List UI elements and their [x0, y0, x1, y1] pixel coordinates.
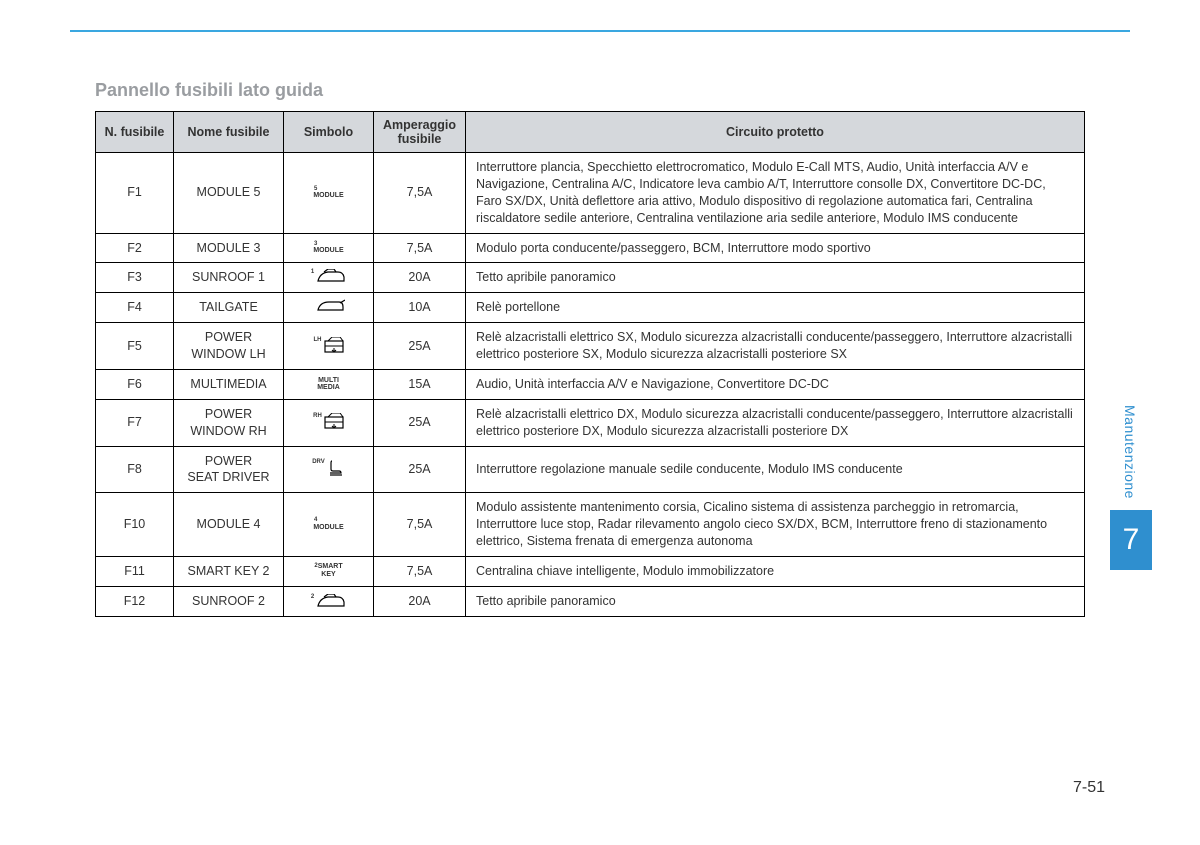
fuse-number-cell: F3 — [96, 263, 174, 293]
table-title: Pannello fusibili lato guida — [95, 80, 1085, 101]
fuse-name-cell: MODULE 4 — [174, 493, 284, 557]
description-cell: Relè alzacristalli elettrico DX, Modulo … — [466, 399, 1085, 446]
fuse-table: N. fusibile Nome fusibile Simbolo Ampera… — [95, 111, 1085, 617]
fuse-number-cell: F4 — [96, 293, 174, 323]
amperage-cell: 25A — [374, 446, 466, 493]
header-fuse-number: N. fusibile — [96, 112, 174, 153]
description-cell: Modulo porta conducente/passeggero, BCM,… — [466, 233, 1085, 263]
amperage-cell: 20A — [374, 263, 466, 293]
symbol-cell: 4MODULE — [284, 493, 374, 557]
header-symbol: Simbolo — [284, 112, 374, 153]
symbol-cell: 2 — [284, 587, 374, 617]
symbol-cell: 1 — [284, 263, 374, 293]
amperage-cell: 25A — [374, 323, 466, 370]
amperage-cell: 7,5A — [374, 153, 466, 234]
table-row: F4TAILGATE 10ARelè portellone — [96, 293, 1085, 323]
fuse-number-cell: F2 — [96, 233, 174, 263]
header-amperage: Amperaggio fusibile — [374, 112, 466, 153]
table-row: F10MODULE 44MODULE7,5AModulo assistente … — [96, 493, 1085, 557]
amperage-cell: 7,5A — [374, 233, 466, 263]
description-cell: Modulo assistente mantenimento corsia, C… — [466, 493, 1085, 557]
fuse-name-cell: POWERWINDOW RH — [174, 399, 284, 446]
description-cell: Tetto apribile panoramico — [466, 263, 1085, 293]
header-circuit: Circuito protetto — [466, 112, 1085, 153]
section-label: Manutenzione — [1122, 405, 1138, 499]
symbol-cell: DRV — [284, 446, 374, 493]
fuse-number-cell: F7 — [96, 399, 174, 446]
fuse-number-cell: F6 — [96, 369, 174, 399]
fuse-name-cell: POWERSEAT DRIVER — [174, 446, 284, 493]
amperage-cell: 20A — [374, 587, 466, 617]
amperage-cell: 15A — [374, 369, 466, 399]
fuse-name-cell: SMART KEY 2 — [174, 556, 284, 587]
table-row: F7POWERWINDOW RHRH25ARelè alzacristalli … — [96, 399, 1085, 446]
fuse-number-cell: F12 — [96, 587, 174, 617]
amperage-cell: 7,5A — [374, 556, 466, 587]
chapter-number: 7 — [1110, 510, 1152, 570]
table-header-row: N. fusibile Nome fusibile Simbolo Ampera… — [96, 112, 1085, 153]
amperage-cell: 10A — [374, 293, 466, 323]
table-row: F2MODULE 33MODULE7,5AModulo porta conduc… — [96, 233, 1085, 263]
fuse-number-cell: F10 — [96, 493, 174, 557]
amperage-cell: 25A — [374, 399, 466, 446]
side-tab: Manutenzione 7 — [1107, 405, 1152, 580]
header-fuse-name: Nome fusibile — [174, 112, 284, 153]
symbol-cell — [284, 293, 374, 323]
fuse-name-cell: TAILGATE — [174, 293, 284, 323]
fuse-number-cell: F5 — [96, 323, 174, 370]
amperage-cell: 7,5A — [374, 493, 466, 557]
fuse-name-cell: MODULE 3 — [174, 233, 284, 263]
description-cell: Centralina chiave intelligente, Modulo i… — [466, 556, 1085, 587]
fuse-number-cell: F1 — [96, 153, 174, 234]
description-cell: Interruttore plancia, Specchietto elettr… — [466, 153, 1085, 234]
table-row: F1MODULE 55MODULE7,5AInterruttore planci… — [96, 153, 1085, 234]
fuse-name-cell: SUNROOF 1 — [174, 263, 284, 293]
symbol-cell: 3MODULE — [284, 233, 374, 263]
symbol-cell: 5MODULE — [284, 153, 374, 234]
fuse-name-cell: MODULE 5 — [174, 153, 284, 234]
page-number: 7-51 — [1073, 779, 1105, 797]
description-cell: Relè alzacristalli elettrico SX, Modulo … — [466, 323, 1085, 370]
table-row: F12SUNROOF 2220ATetto apribile panoramic… — [96, 587, 1085, 617]
description-cell: Relè portellone — [466, 293, 1085, 323]
top-accent-line — [70, 30, 1130, 32]
fuse-number-cell: F11 — [96, 556, 174, 587]
table-row: F6MULTIMEDIAMULTIMEDIA15AAudio, Unità in… — [96, 369, 1085, 399]
table-row: F3SUNROOF 1120ATetto apribile panoramico — [96, 263, 1085, 293]
symbol-cell: MULTIMEDIA — [284, 369, 374, 399]
fuse-number-cell: F8 — [96, 446, 174, 493]
table-row: F5POWERWINDOW LHLH25ARelè alzacristalli … — [96, 323, 1085, 370]
symbol-cell: RH — [284, 399, 374, 446]
description-cell: Tetto apribile panoramico — [466, 587, 1085, 617]
description-cell: Interruttore regolazione manuale sedile … — [466, 446, 1085, 493]
table-row: F11SMART KEY 22SMARTKEY7,5ACentralina ch… — [96, 556, 1085, 587]
symbol-cell: LH — [284, 323, 374, 370]
table-row: F8POWERSEAT DRIVERDRV25AInterruttore reg… — [96, 446, 1085, 493]
symbol-cell: 2SMARTKEY — [284, 556, 374, 587]
description-cell: Audio, Unità interfaccia A/V e Navigazio… — [466, 369, 1085, 399]
page-content: Pannello fusibili lato guida N. fusibile… — [95, 80, 1085, 617]
fuse-name-cell: SUNROOF 2 — [174, 587, 284, 617]
fuse-name-cell: MULTIMEDIA — [174, 369, 284, 399]
fuse-name-cell: POWERWINDOW LH — [174, 323, 284, 370]
